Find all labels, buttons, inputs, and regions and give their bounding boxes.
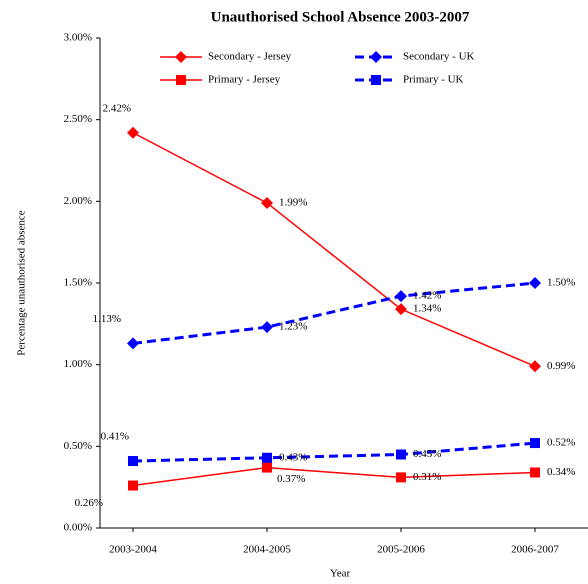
point	[396, 449, 406, 460]
data-label: 2.42%	[103, 102, 131, 114]
point	[261, 196, 273, 209]
x-tick-label: 2003-2004	[109, 544, 157, 556]
point	[262, 462, 272, 473]
point	[127, 337, 139, 350]
data-label: 0.52%	[547, 437, 575, 449]
data-label: 1.50%	[547, 277, 575, 289]
y-tick-label: 1.00%	[64, 358, 92, 370]
point	[530, 438, 540, 449]
series-line	[132, 441, 536, 463]
point	[262, 452, 272, 463]
point	[529, 360, 541, 373]
y-tick-label: 3.00%	[64, 32, 92, 44]
y-tick-label: 1.50%	[64, 277, 92, 289]
data-label: 0.99%	[547, 360, 575, 372]
y-tick-label: 0.50%	[64, 440, 92, 452]
legend-marker	[175, 51, 187, 63]
data-label: 1.13%	[93, 313, 121, 325]
point	[128, 456, 138, 467]
y-tick-label: 2.50%	[64, 113, 92, 125]
legend-label: Secondary - UK	[403, 51, 475, 63]
x-axis-label: Year	[330, 568, 351, 580]
legend-label: Secondary - Jersey	[208, 51, 292, 63]
data-label: 0.45%	[413, 448, 441, 460]
x-tick-label: 2005-2006	[377, 544, 425, 556]
series-line	[132, 132, 536, 367]
point	[530, 467, 540, 478]
data-label: 1.42%	[413, 290, 441, 302]
series-line	[132, 281, 536, 345]
chart-title: Unauthorised School Absence 2003-2007	[211, 9, 470, 25]
y-axis-label: Percentage unauthorised absence	[16, 210, 28, 355]
point	[529, 277, 541, 289]
data-label: 0.37%	[277, 473, 305, 485]
legend-label: Primary - Jersey	[208, 74, 281, 86]
y-tick-label: 0.00%	[64, 522, 92, 534]
data-label: 1.23%	[279, 321, 307, 333]
data-label: 0.43%	[279, 451, 307, 463]
point	[128, 480, 138, 491]
point	[127, 126, 139, 139]
data-label: 0.26%	[75, 497, 103, 509]
legend-label: Primary - UK	[403, 74, 464, 86]
point	[395, 290, 407, 303]
data-label: 0.34%	[547, 466, 575, 478]
point	[261, 321, 273, 334]
point	[396, 472, 406, 483]
legend-marker	[370, 51, 382, 63]
data-label: 0.31%	[413, 471, 441, 483]
x-tick-label: 2006-2007	[511, 544, 559, 556]
data-label: 1.99%	[279, 196, 307, 208]
point	[395, 303, 407, 316]
legend-marker	[371, 75, 381, 85]
x-tick-label: 2004-2005	[243, 544, 291, 556]
data-label: 1.34%	[413, 303, 441, 315]
data-label: 0.41%	[101, 431, 129, 443]
series-line	[132, 466, 536, 487]
legend-marker	[176, 75, 186, 85]
y-tick-label: 2.00%	[64, 195, 92, 207]
